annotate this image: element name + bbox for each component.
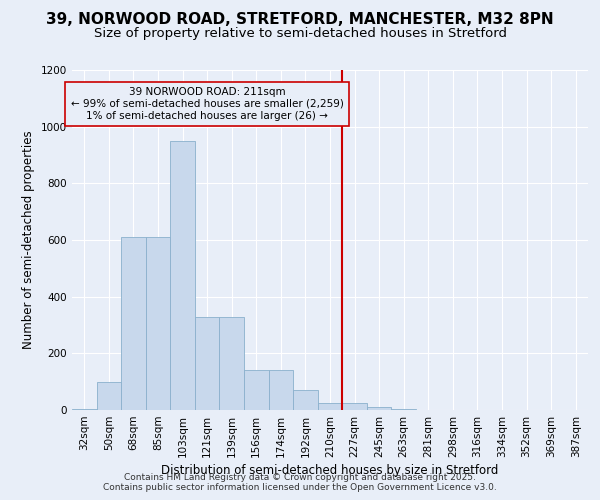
Bar bbox=[121, 237, 146, 410]
Bar bbox=[244, 370, 269, 410]
Bar bbox=[72, 408, 97, 410]
Y-axis label: Number of semi-detached properties: Number of semi-detached properties bbox=[22, 130, 35, 350]
Bar bbox=[342, 403, 367, 410]
Bar bbox=[220, 316, 244, 410]
Bar bbox=[269, 370, 293, 410]
Bar bbox=[97, 382, 121, 410]
Text: Contains HM Land Registry data © Crown copyright and database right 2025.
Contai: Contains HM Land Registry data © Crown c… bbox=[103, 473, 497, 492]
Text: 39, NORWOOD ROAD, STRETFORD, MANCHESTER, M32 8PN: 39, NORWOOD ROAD, STRETFORD, MANCHESTER,… bbox=[46, 12, 554, 28]
Bar bbox=[367, 407, 391, 410]
Text: 39 NORWOOD ROAD: 211sqm
← 99% of semi-detached houses are smaller (2,259)
1% of : 39 NORWOOD ROAD: 211sqm ← 99% of semi-de… bbox=[71, 88, 344, 120]
Bar bbox=[293, 390, 318, 410]
Bar bbox=[391, 408, 416, 410]
Bar bbox=[146, 237, 170, 410]
Bar bbox=[318, 403, 342, 410]
X-axis label: Distribution of semi-detached houses by size in Stretford: Distribution of semi-detached houses by … bbox=[161, 464, 499, 477]
Bar bbox=[170, 141, 195, 410]
Bar bbox=[195, 316, 220, 410]
Text: Size of property relative to semi-detached houses in Stretford: Size of property relative to semi-detach… bbox=[94, 28, 506, 40]
